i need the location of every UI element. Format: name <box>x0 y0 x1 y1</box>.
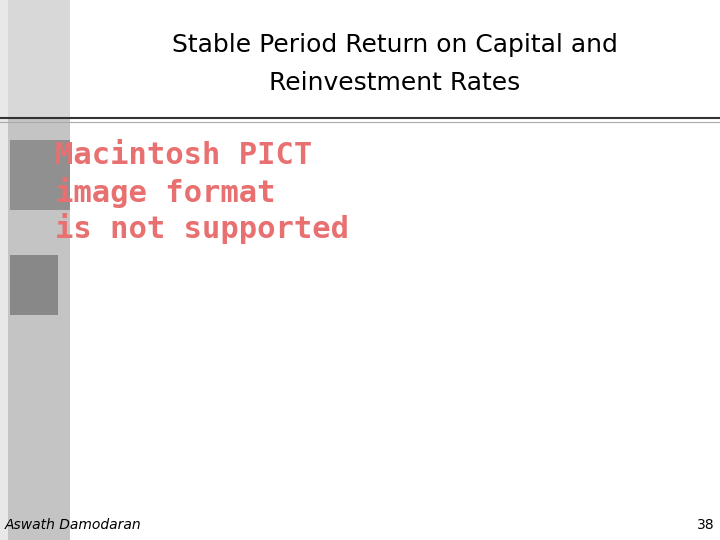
Bar <box>10 255 58 315</box>
Bar <box>10 140 70 210</box>
Text: Reinvestment Rates: Reinvestment Rates <box>269 71 521 94</box>
Bar <box>70 0 720 118</box>
Text: is not supported: is not supported <box>55 213 349 244</box>
Text: 38: 38 <box>698 518 715 532</box>
Bar <box>75 123 715 258</box>
Bar <box>0 0 8 540</box>
Text: image format: image format <box>55 177 276 207</box>
Bar <box>8 118 70 540</box>
Bar <box>0 0 70 540</box>
Text: Macintosh PICT: Macintosh PICT <box>55 140 312 170</box>
Text: Aswath Damodaran: Aswath Damodaran <box>5 518 142 532</box>
Text: Stable Period Return on Capital and: Stable Period Return on Capital and <box>172 33 618 57</box>
